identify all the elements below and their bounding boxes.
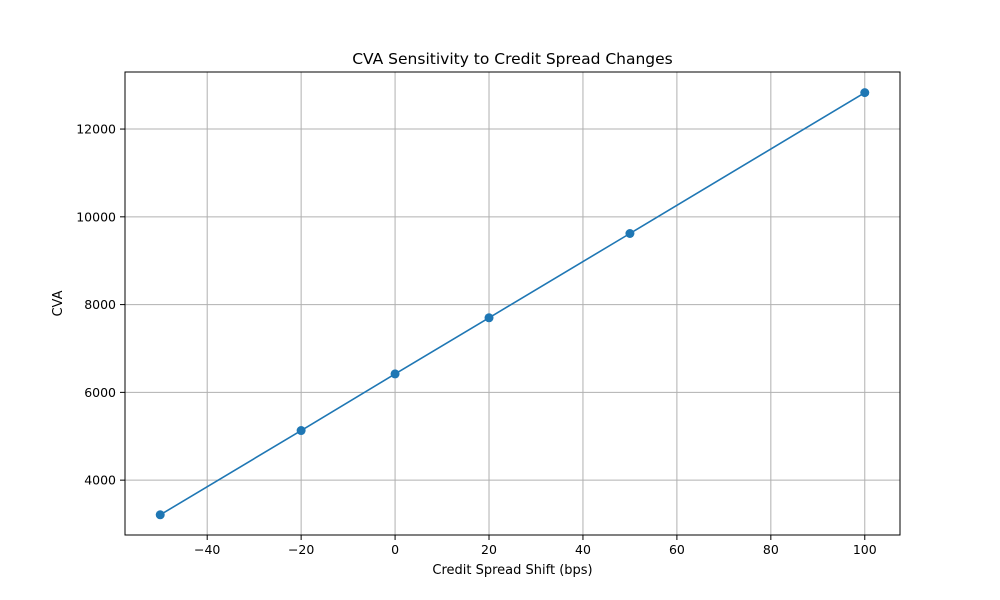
x-axis-ticks: −40 −20 0 20 40 60 80 100 [194, 535, 877, 557]
y-tick-label: 4000 [84, 473, 116, 488]
x-tick-label: 100 [853, 542, 877, 557]
x-axis-label: Credit Spread Shift (bps) [432, 563, 592, 578]
data-point [390, 369, 400, 379]
grid-lines [125, 72, 900, 535]
x-tick-label: 60 [669, 542, 685, 557]
data-point [625, 229, 635, 239]
y-tick-label: 8000 [84, 297, 116, 312]
y-tick-label: 6000 [84, 385, 116, 400]
y-tick-label: 10000 [76, 209, 116, 224]
data-point [296, 426, 306, 436]
x-tick-label: 0 [391, 542, 399, 557]
y-axis-ticks: 4000 6000 8000 10000 12000 [76, 122, 125, 488]
x-tick-label: −40 [194, 542, 220, 557]
data-point [155, 510, 165, 520]
y-axis-label: CVA [51, 290, 66, 316]
x-tick-label: 80 [763, 542, 779, 557]
x-tick-label: 20 [481, 542, 497, 557]
x-tick-label: 40 [575, 542, 591, 557]
y-tick-label: 12000 [76, 122, 116, 137]
chart-title: CVA Sensitivity to Credit Spread Changes [352, 50, 673, 68]
series-line-cva [159, 91, 866, 516]
series-points [155, 88, 870, 520]
plot-area-frame [124, 71, 901, 536]
data-point [860, 88, 870, 98]
data-point [484, 313, 494, 323]
x-tick-label: −20 [288, 542, 314, 557]
